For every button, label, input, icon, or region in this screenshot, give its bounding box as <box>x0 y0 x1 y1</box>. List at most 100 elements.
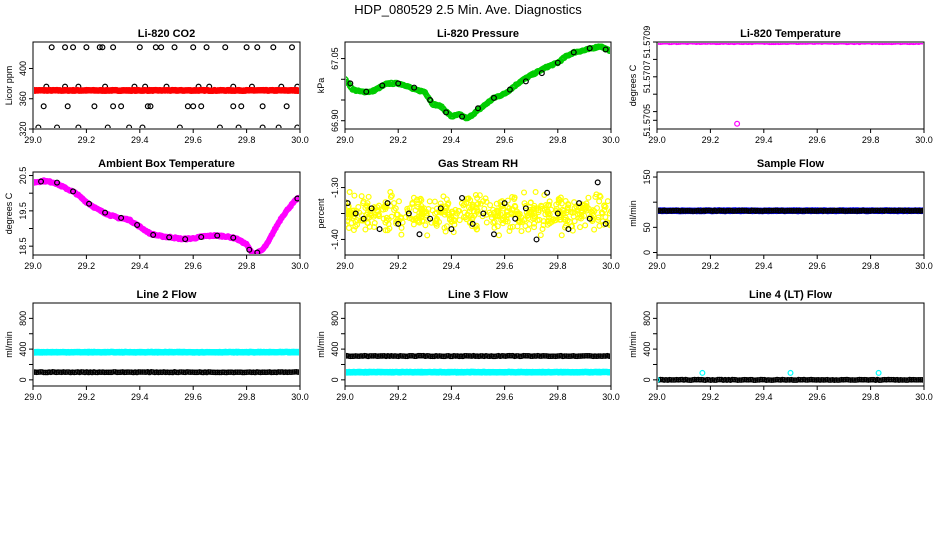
point-diagnostic <box>150 231 157 238</box>
point-humidity <box>525 226 532 233</box>
point-diagnostic <box>395 220 402 227</box>
chart-title: Li-820 Pressure <box>437 28 519 40</box>
point-diagnostic <box>448 226 455 233</box>
point-humidity <box>537 232 544 239</box>
point-diagnostic <box>166 234 173 241</box>
x-tick-label: 29.2 <box>702 392 720 402</box>
point-humidity <box>483 211 490 218</box>
point-humidity <box>527 199 534 206</box>
y-tick-label: -1.40 <box>330 229 340 250</box>
point-humidity <box>589 209 596 216</box>
point-humidity <box>606 219 610 226</box>
y-axis-label: ml/min <box>316 331 326 358</box>
point-humidity <box>538 202 545 209</box>
point-diagnostic <box>230 234 237 241</box>
point-diagnostic <box>770 207 777 214</box>
point-scatter <box>118 103 125 110</box>
x-tick-label: 29.0 <box>336 392 354 402</box>
point-humidity <box>604 198 610 205</box>
point-diagnostic <box>538 70 545 77</box>
point-scatter <box>35 124 42 128</box>
point-diagnostic <box>402 353 409 360</box>
point-humidity <box>437 200 444 207</box>
y-tick-label: 800 <box>330 311 340 326</box>
point-humidity <box>480 198 487 205</box>
y-tick-label: -1.30 <box>330 177 340 198</box>
point-temperature <box>885 43 891 45</box>
point-temperature <box>883 43 890 45</box>
point-humidity <box>395 198 402 205</box>
point-diagnostic <box>187 369 194 375</box>
plot-frame <box>344 302 612 387</box>
point-diagnostic <box>102 209 109 216</box>
point-humidity <box>375 211 382 218</box>
chart-title: Line 4 (LT) Flow <box>749 289 832 301</box>
point-humidity <box>433 216 440 223</box>
point-diagnostic <box>579 353 586 359</box>
point-trend <box>608 48 610 54</box>
point-trend <box>346 76 348 82</box>
point-humidity <box>382 205 389 212</box>
point-scatter <box>259 103 266 110</box>
point-temperature <box>693 43 700 46</box>
point-humidity <box>366 211 373 218</box>
y-tick-label: 400 <box>18 61 28 76</box>
point-temperature <box>658 43 664 45</box>
point-temperature <box>856 43 863 46</box>
point-diagnostic <box>459 194 466 201</box>
point-humidity <box>398 215 405 222</box>
point-diagnostic <box>572 353 579 360</box>
point-humidity <box>595 214 602 221</box>
point-diagnostic <box>118 214 125 221</box>
point-humidity <box>348 220 355 227</box>
x-tick-label: 29.8 <box>238 261 256 271</box>
point-diagnostic <box>427 215 434 222</box>
point-humidity <box>442 228 449 235</box>
x-tick-label: 29.2 <box>78 135 96 145</box>
point-diagnostic <box>658 208 664 214</box>
x-tick-label: 29.0 <box>336 261 354 271</box>
x-tick-label: 30.0 <box>291 261 309 271</box>
point-diagnostic <box>346 353 348 359</box>
point-humidity <box>350 227 357 234</box>
point-scatter <box>171 44 178 51</box>
y-tick-label: 66.90 <box>330 109 340 132</box>
point-humidity <box>452 206 459 213</box>
point-scatter <box>254 44 261 51</box>
point-diagnostic <box>54 179 61 186</box>
point-humidity <box>483 219 490 226</box>
point-temperature <box>910 43 916 46</box>
point-temperature <box>777 43 784 45</box>
point-diagnostic <box>103 369 110 376</box>
point-humidity <box>562 214 569 221</box>
point-humidity <box>416 218 423 225</box>
x-tick-label: 30.0 <box>291 135 309 145</box>
x-tick-label: 29.2 <box>78 261 96 271</box>
y-tick-label: 19.5 <box>18 202 28 220</box>
point-temperature <box>785 43 791 45</box>
point-humidity <box>583 200 590 207</box>
x-tick-label: 29.0 <box>24 392 42 402</box>
point-diagnostic <box>214 232 221 239</box>
point-humidity <box>414 196 421 203</box>
point-temperature <box>720 43 726 45</box>
point-humidity <box>476 192 483 199</box>
point-temperature <box>835 43 841 45</box>
point-flow <box>914 377 920 383</box>
point-diagnostic <box>34 369 36 375</box>
point-flow <box>887 376 893 383</box>
point-humidity <box>577 224 584 231</box>
point-temperature <box>677 43 683 45</box>
point-diagnostic <box>697 208 703 214</box>
point-diagnostic <box>126 369 133 375</box>
point-humidity <box>365 193 372 200</box>
point-temperature <box>713 43 719 46</box>
x-tick-label: 29.6 <box>496 135 514 145</box>
point-diagnostic <box>191 369 198 376</box>
point-diagnostic <box>608 353 610 359</box>
point-humidity <box>405 212 412 219</box>
point-diagnostic <box>469 220 476 227</box>
point-humidity <box>398 224 405 231</box>
point-flow <box>792 377 798 383</box>
point-diagnostic <box>64 369 70 375</box>
